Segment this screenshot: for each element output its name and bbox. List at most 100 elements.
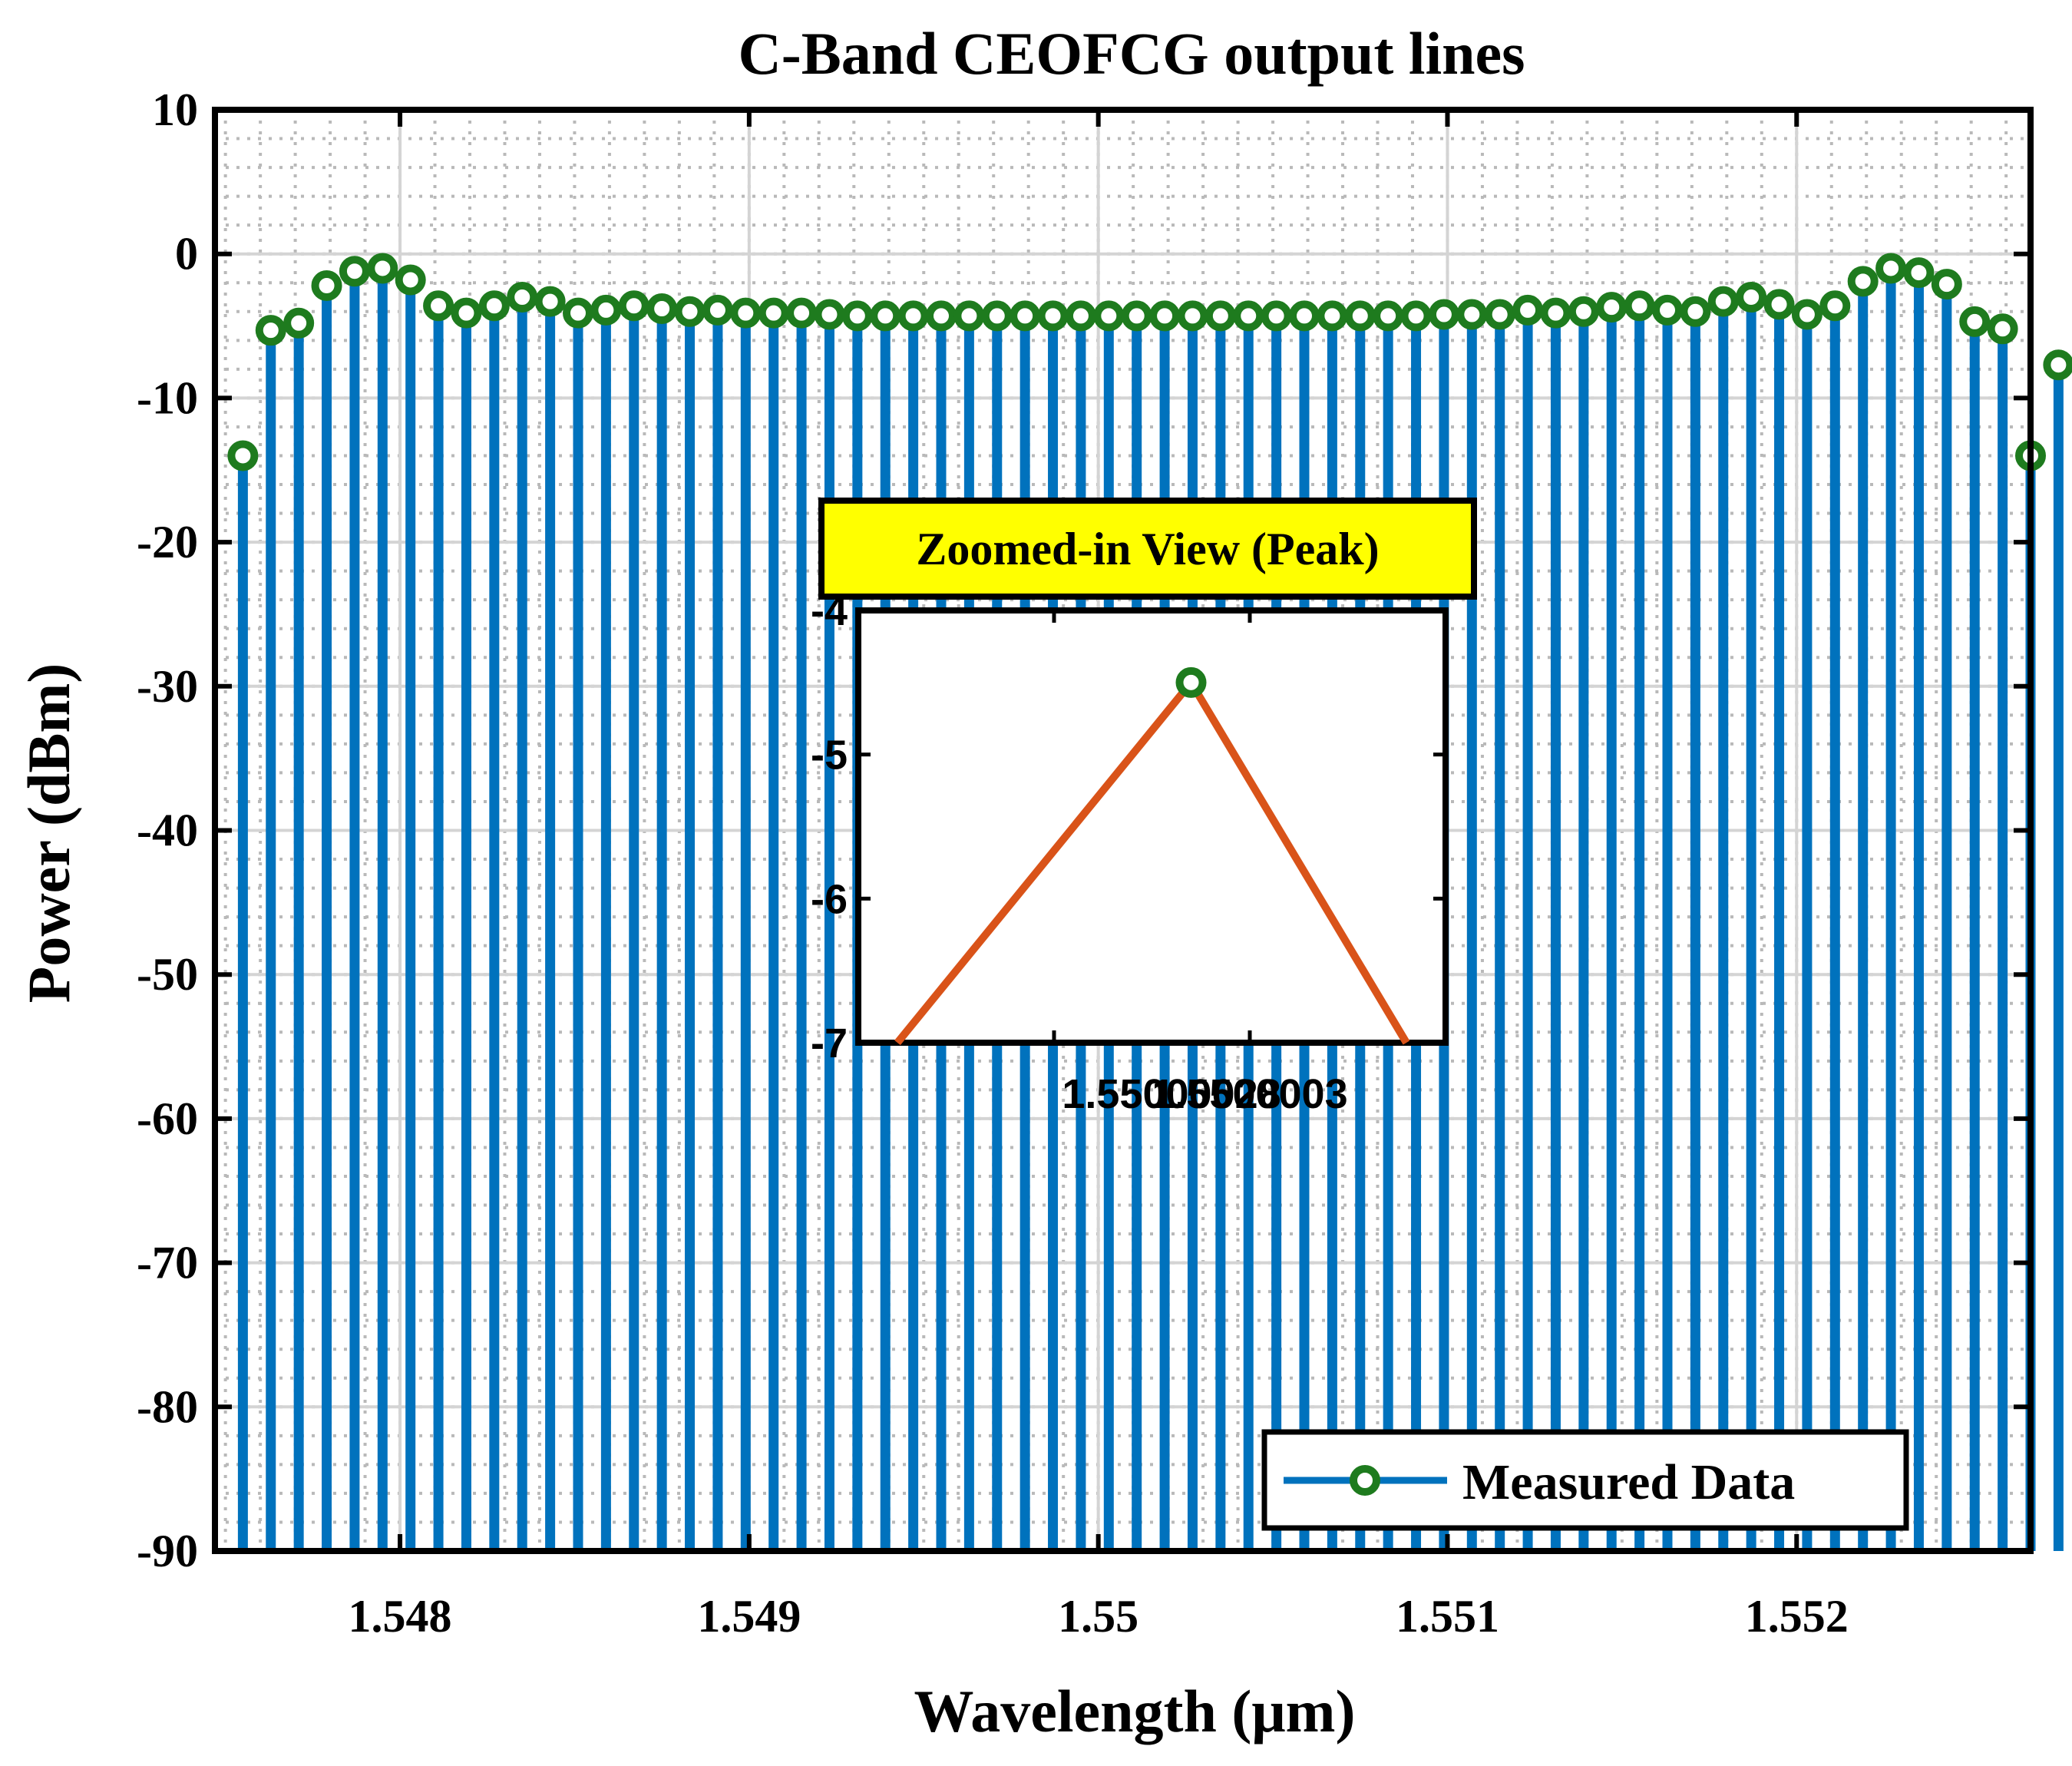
data-point [423, 290, 454, 322]
data-point [1624, 290, 1655, 322]
data-point [1065, 300, 1096, 332]
marker-series-measured-data [227, 253, 2072, 471]
data-point [1819, 290, 1851, 322]
inset-y-tick-label: -7 [811, 1020, 848, 1067]
legend: Measured Data [1261, 1429, 1909, 1531]
data-point [758, 297, 789, 329]
data-point [1233, 300, 1264, 332]
y-tick-label: -40 [137, 805, 198, 856]
data-point [786, 297, 818, 329]
x-tick-label: 1.551 [1396, 1591, 1499, 1642]
data-point [1791, 299, 1823, 330]
inset-peak-point [1175, 666, 1207, 698]
data-point [1707, 286, 1739, 317]
data-point [1680, 296, 1711, 327]
data-point [1289, 300, 1320, 332]
y-tick-label: 0 [175, 229, 198, 279]
data-point [1763, 289, 1795, 320]
data-point [953, 300, 985, 332]
y-tick-label: -80 [137, 1381, 198, 1432]
data-point [283, 307, 315, 339]
data-point [395, 264, 426, 296]
data-point [367, 253, 398, 284]
data-point [1847, 266, 1879, 297]
data-point [1484, 299, 1515, 330]
inset-x-tick-label: 1.5500003 [1152, 1071, 1347, 1117]
data-point [1987, 313, 2018, 345]
data-point [534, 286, 566, 317]
y-tick-label: -30 [137, 661, 198, 712]
data-point [255, 315, 286, 346]
data-point [1261, 300, 1292, 332]
x-tick-label: 1.552 [1745, 1591, 1849, 1642]
y-tick-label: -60 [137, 1093, 198, 1144]
data-point [563, 297, 593, 329]
data-point [1931, 269, 1962, 300]
y-tick-label: -20 [137, 517, 198, 567]
data-point [702, 294, 733, 326]
y-tick-label: -90 [137, 1526, 198, 1576]
data-point [1959, 306, 1991, 337]
data-point [1400, 300, 1432, 332]
x-axis-ticks: 1.548 1.549 1.55 1.551 1.552 [349, 110, 1849, 1642]
data-point [1512, 294, 1544, 326]
data-point [1875, 253, 1907, 284]
data-point [1317, 300, 1348, 332]
y-axis-label: Power (dBm) [15, 663, 82, 1004]
data-point [1037, 300, 1069, 332]
inset-y-tick-label: -6 [811, 876, 848, 922]
data-point [1652, 294, 1683, 326]
data-point [981, 300, 1013, 332]
data-point [1540, 297, 1571, 329]
data-point [507, 282, 538, 313]
data-point [926, 300, 957, 332]
inset-line-series [894, 666, 1410, 1046]
legend-entry-measured-data: Measured Data [1462, 1454, 1795, 1510]
data-point [1903, 257, 1935, 289]
y-tick-label: -10 [137, 372, 198, 423]
data-point [1568, 296, 1599, 327]
inset-title-box [818, 498, 1477, 600]
data-point [451, 297, 482, 329]
data-point [1177, 300, 1208, 332]
data-point [478, 290, 510, 322]
data-point [1121, 300, 1152, 332]
data-point [1736, 282, 1767, 313]
inset-y-tick-label: -5 [811, 733, 848, 779]
data-point [730, 297, 762, 329]
data-point [590, 294, 622, 326]
data-point [897, 300, 929, 332]
data-point [1428, 299, 1459, 330]
data-point [1596, 292, 1628, 323]
data-point [1149, 300, 1181, 332]
y-tick-label: 10 [152, 84, 198, 135]
data-point [311, 270, 342, 301]
data-point [674, 296, 706, 327]
data-point [1093, 300, 1125, 332]
y-tick-label: -50 [137, 949, 198, 1000]
data-point [1344, 300, 1376, 332]
inset-title: Zoomed-in View (Peak) [916, 524, 1379, 574]
y-axis-ticks: 10 0 -10 -20 -30 -40 -50 -60 -70 -80 -90 [137, 84, 2031, 1576]
data-point [227, 440, 259, 471]
legend-marker-icon [1350, 1465, 1380, 1496]
data-point [841, 300, 873, 332]
x-tick-label: 1.55 [1058, 1591, 1138, 1642]
data-point [1205, 300, 1236, 332]
inset-x-tick-label: 1.55000028 [1062, 1071, 1281, 1117]
data-point [1373, 300, 1404, 332]
x-tick-label: 1.548 [349, 1591, 452, 1642]
data-point [1456, 299, 1488, 330]
data-point [2043, 349, 2072, 381]
x-axis-label: Wavelength (μm) [914, 1678, 1356, 1745]
x-tick-label: 1.549 [697, 1591, 801, 1642]
data-point [618, 290, 649, 322]
chart-title: C-Band CEOFCG output lines [738, 20, 1525, 87]
data-point [646, 293, 678, 325]
data-point [870, 300, 901, 332]
data-point [339, 256, 370, 287]
y-tick-label: -70 [137, 1238, 198, 1288]
